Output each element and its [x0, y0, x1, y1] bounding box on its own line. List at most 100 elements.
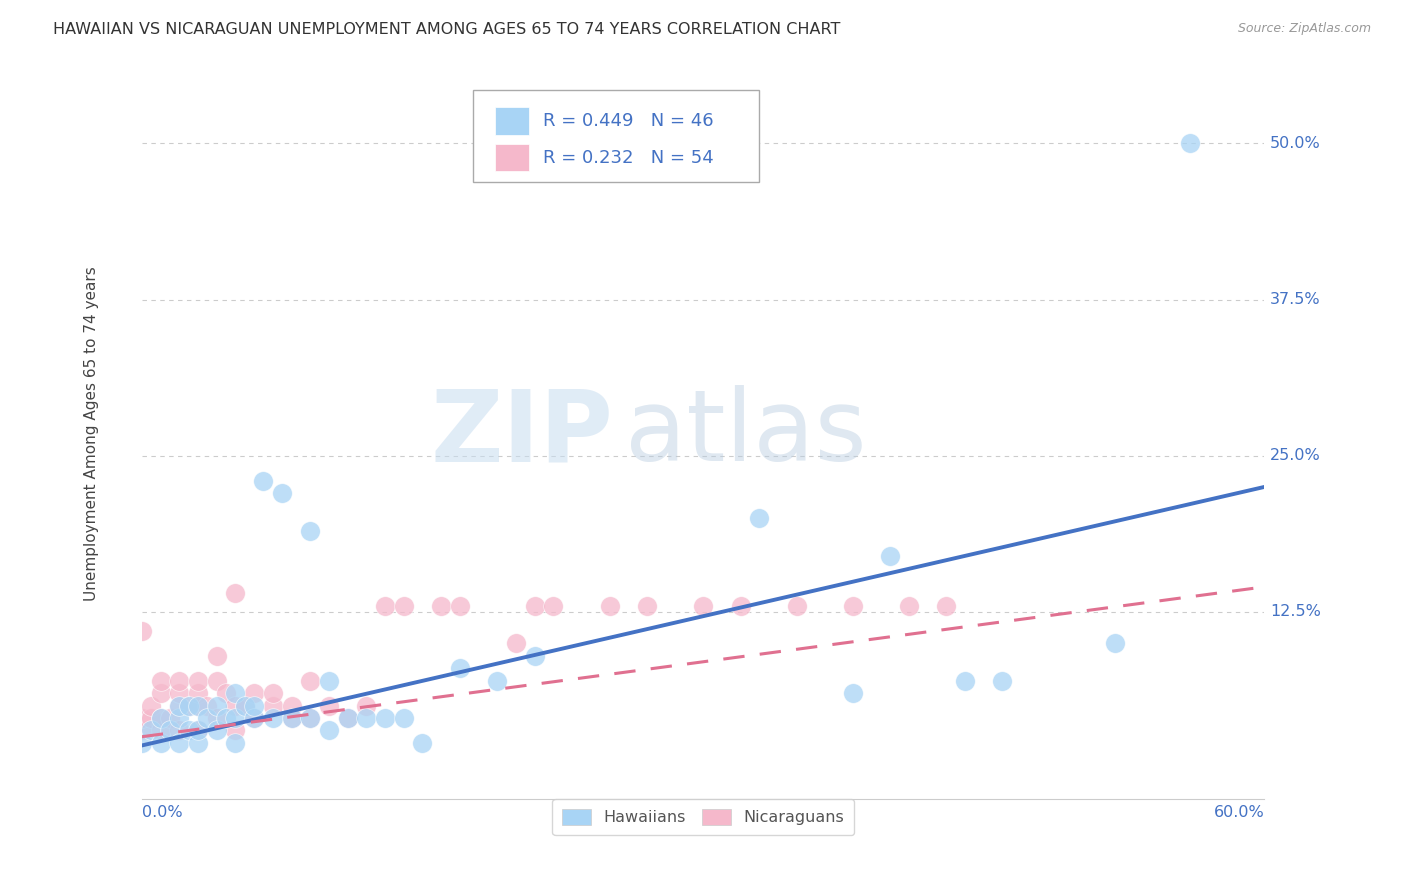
Point: [205, 723, 228, 738]
Point: [224, 711, 246, 725]
Point: [543, 599, 565, 613]
Point: [842, 599, 865, 613]
Text: 12.5%: 12.5%: [1270, 604, 1320, 619]
Point: [177, 698, 200, 713]
Point: [149, 723, 172, 738]
Point: [159, 723, 181, 738]
Point: [224, 698, 246, 713]
Point: [505, 636, 527, 650]
Text: 0.0%: 0.0%: [142, 805, 183, 821]
Point: [167, 673, 190, 688]
Point: [141, 711, 163, 725]
Point: [318, 723, 340, 738]
Point: [262, 711, 284, 725]
Point: [131, 711, 153, 725]
Text: HAWAIIAN VS NICARAGUAN UNEMPLOYMENT AMONG AGES 65 TO 74 YEARS CORRELATION CHART: HAWAIIAN VS NICARAGUAN UNEMPLOYMENT AMON…: [53, 22, 841, 37]
FancyBboxPatch shape: [495, 107, 529, 135]
Point: [243, 711, 266, 725]
Point: [149, 711, 172, 725]
Point: [692, 599, 714, 613]
Point: [167, 698, 190, 713]
Point: [149, 736, 172, 750]
FancyBboxPatch shape: [472, 90, 759, 182]
FancyBboxPatch shape: [495, 144, 529, 171]
Point: [280, 711, 302, 725]
Point: [299, 711, 322, 725]
Point: [187, 686, 209, 700]
Point: [187, 723, 209, 738]
Point: [280, 698, 302, 713]
Text: 37.5%: 37.5%: [1270, 292, 1320, 307]
Point: [224, 736, 246, 750]
Point: [356, 698, 378, 713]
Point: [299, 711, 322, 725]
Point: [205, 648, 228, 663]
Point: [897, 599, 920, 613]
Point: [167, 711, 190, 725]
Text: R = 0.449   N = 46: R = 0.449 N = 46: [543, 112, 713, 129]
Point: [449, 661, 471, 675]
Point: [205, 711, 228, 725]
Point: [252, 474, 274, 488]
Text: ZIP: ZIP: [430, 385, 613, 483]
Point: [205, 698, 228, 713]
Point: [356, 711, 378, 725]
Point: [205, 673, 228, 688]
Point: [374, 711, 396, 725]
Point: [392, 599, 415, 613]
Point: [392, 711, 415, 725]
Point: [430, 599, 453, 613]
Point: [149, 673, 172, 688]
Point: [953, 673, 976, 688]
Point: [879, 549, 901, 563]
Point: [131, 736, 153, 750]
Point: [233, 698, 256, 713]
Point: [1104, 636, 1126, 650]
Point: [636, 599, 658, 613]
Point: [486, 673, 509, 688]
Point: [318, 698, 340, 713]
Point: [262, 698, 284, 713]
Point: [131, 624, 153, 638]
Point: [159, 711, 181, 725]
Point: [271, 486, 294, 500]
Point: [730, 599, 752, 613]
Point: [280, 711, 302, 725]
Point: [167, 736, 190, 750]
Point: [299, 524, 322, 538]
Point: [336, 711, 359, 725]
Point: [177, 723, 200, 738]
Point: [215, 711, 238, 725]
Point: [187, 673, 209, 688]
Point: [187, 698, 209, 713]
Point: [141, 698, 163, 713]
Point: [243, 686, 266, 700]
Point: [131, 723, 153, 738]
Point: [167, 723, 190, 738]
Text: Source: ZipAtlas.com: Source: ZipAtlas.com: [1237, 22, 1371, 36]
Point: [523, 599, 546, 613]
Point: [167, 686, 190, 700]
Legend: Hawaiians, Nicaraguans: Hawaiians, Nicaraguans: [553, 799, 853, 835]
Point: [187, 723, 209, 738]
Point: [842, 686, 865, 700]
Text: 25.0%: 25.0%: [1270, 448, 1320, 463]
Point: [786, 599, 808, 613]
Point: [224, 723, 246, 738]
Point: [991, 673, 1014, 688]
Point: [195, 711, 218, 725]
Point: [243, 698, 266, 713]
Point: [336, 711, 359, 725]
Point: [411, 736, 433, 750]
Text: 60.0%: 60.0%: [1213, 805, 1264, 821]
Point: [299, 673, 322, 688]
Point: [177, 698, 200, 713]
Point: [318, 673, 340, 688]
Point: [262, 686, 284, 700]
Point: [374, 599, 396, 613]
Point: [187, 736, 209, 750]
Point: [187, 698, 209, 713]
Text: Unemployment Among Ages 65 to 74 years: Unemployment Among Ages 65 to 74 years: [84, 267, 98, 601]
Point: [141, 723, 163, 738]
Text: atlas: atlas: [624, 385, 866, 483]
